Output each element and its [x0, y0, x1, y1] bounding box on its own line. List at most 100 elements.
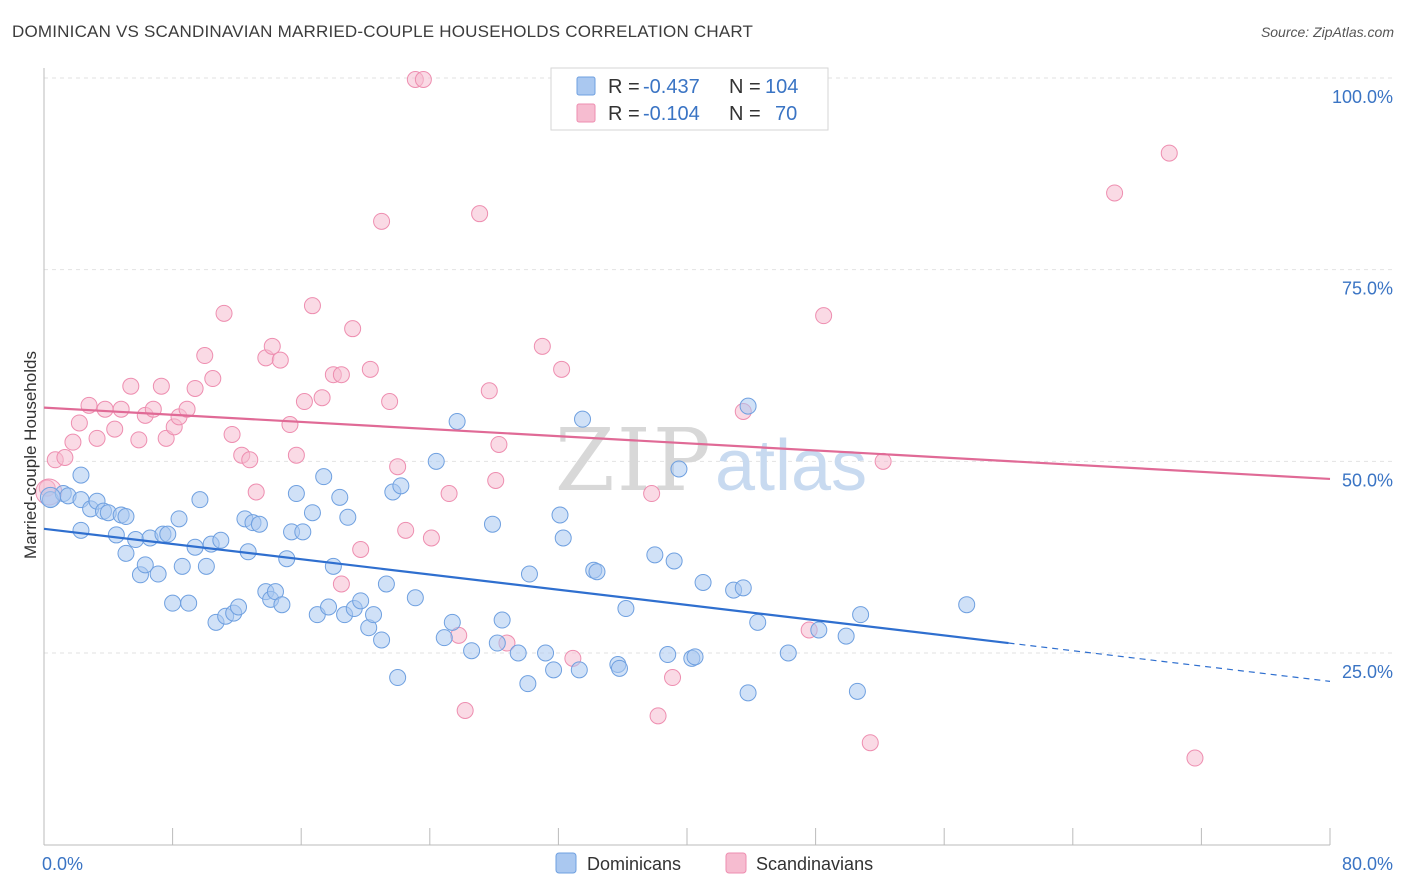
dominican-point — [509, 644, 527, 662]
bottom-label-dominicans: Dominicans — [587, 854, 681, 874]
dominican-point — [136, 556, 154, 574]
scandinavian-point — [389, 458, 407, 476]
scandinavian-point — [106, 420, 124, 438]
dominican-point — [739, 397, 757, 415]
scandinavian-point — [247, 483, 265, 501]
scandinavian-point — [122, 377, 140, 395]
scandinavian-point — [533, 337, 551, 355]
scandinavian-point — [373, 212, 391, 230]
dominican-point — [852, 606, 870, 624]
scandinavian-point — [241, 451, 259, 469]
y-axis-title: Married-couple Households — [21, 351, 40, 559]
dominican-point — [570, 661, 588, 679]
dominican-point — [159, 525, 177, 543]
dominican-point — [463, 642, 481, 660]
dominican-point — [315, 468, 333, 486]
dominican-point — [958, 596, 976, 614]
dominican-point — [72, 521, 90, 539]
scandinavian-point — [664, 669, 682, 687]
dominican-point — [406, 589, 424, 607]
y-tick-label-100: 100.0% — [1332, 87, 1393, 107]
scandinavian-point — [456, 702, 474, 720]
scandinavian-point — [152, 377, 170, 395]
scandinavian-point — [287, 446, 305, 464]
watermark-atlas: atlas — [715, 426, 867, 506]
source-label: Source: ZipAtlas.com — [1260, 24, 1394, 40]
dominican-point — [734, 579, 752, 597]
scandinavian-point — [874, 452, 892, 470]
scandinavian-point — [1106, 184, 1124, 202]
dominican-point — [574, 410, 592, 428]
scandinavian-point — [112, 400, 130, 418]
dominican-point — [339, 508, 357, 526]
trend-lines — [43, 406, 1331, 682]
legend-r-label-1: R = — [608, 76, 640, 98]
dominicans-trend-extension — [1008, 642, 1331, 682]
scandinavian-point — [64, 433, 82, 451]
scandinavian-point — [204, 370, 222, 388]
scandinavian-point — [1186, 749, 1204, 767]
scandinavian-point — [56, 448, 74, 466]
scandinavian-point — [643, 485, 661, 503]
scandinavian-point — [490, 435, 508, 453]
dominican-point — [448, 412, 466, 430]
grid — [44, 77, 1395, 654]
dominican-point — [324, 557, 342, 575]
dominican-point — [287, 485, 305, 503]
scandinavians-trend-line — [43, 406, 1331, 481]
dominican-point — [173, 557, 191, 575]
scandinavian-point — [440, 485, 458, 503]
dominican-point — [377, 575, 395, 593]
dominican-point — [212, 531, 230, 549]
chart-title: DOMINICAN VS SCANDINAVIAN MARRIED-COUPLE… — [12, 22, 754, 41]
dominican-point — [665, 552, 683, 570]
scandinavian-point — [271, 351, 289, 369]
dominican-point — [483, 515, 501, 533]
x-tick-label-min: 0.0% — [42, 854, 83, 874]
scandinavian-point — [1160, 144, 1178, 162]
dominican-point — [739, 684, 757, 702]
dominican-point — [659, 646, 677, 664]
dominican-point — [848, 682, 866, 700]
scandinavian-point — [196, 347, 214, 365]
dominican-point — [180, 594, 198, 612]
series-legend: Dominicans Scandinavians — [555, 852, 873, 874]
x-tick-label-max: 80.0% — [1342, 854, 1393, 874]
y-tick-label-50: 50.0% — [1342, 470, 1393, 490]
scandinavian-point — [649, 707, 667, 725]
dominican-point — [303, 504, 321, 522]
bottom-label-scandinavians: Scandinavians — [756, 854, 873, 874]
dominican-point — [551, 506, 569, 524]
bottom-swatch-scandinavians — [725, 852, 747, 874]
dominican-point — [352, 592, 370, 610]
dominican-point — [392, 477, 410, 495]
scandinavian-point — [480, 382, 498, 400]
legend-r-value-1: -0.437 — [643, 76, 700, 98]
dominican-point — [365, 606, 383, 624]
scandinavian-point — [352, 540, 370, 558]
scandinavian-point — [313, 389, 331, 407]
stats-legend: R = -0.437 N = 104 R = -0.104 N = 70 — [550, 67, 829, 131]
dominican-point — [779, 644, 797, 662]
dominican-point — [273, 596, 291, 614]
dominican-point — [320, 598, 338, 616]
scandinavian-point — [295, 393, 313, 411]
dominican-point — [250, 515, 268, 533]
legend-n-value-2: 70 — [775, 103, 797, 125]
tick-labels: 25.0% 50.0% 75.0% 100.0% 0.0% 80.0% — [42, 87, 1393, 874]
dominican-point — [694, 573, 712, 591]
legend-n-label-1: N = — [729, 76, 761, 98]
scandinavian-point — [344, 320, 362, 338]
watermark-zip: ZIP — [555, 411, 713, 511]
dominican-point — [545, 661, 563, 679]
scandinavian-point — [414, 71, 432, 89]
dominican-point — [686, 648, 704, 666]
scandinavian-point — [178, 400, 196, 418]
dominicans-trend-line — [43, 527, 1009, 645]
legend-n-label-2: N = — [729, 103, 761, 125]
dominican-point — [646, 546, 664, 564]
dominican-point — [588, 563, 606, 581]
legend-r-value-2: -0.104 — [643, 103, 700, 125]
dominican-cluster-point — [39, 486, 61, 508]
dominican-point — [435, 629, 453, 647]
